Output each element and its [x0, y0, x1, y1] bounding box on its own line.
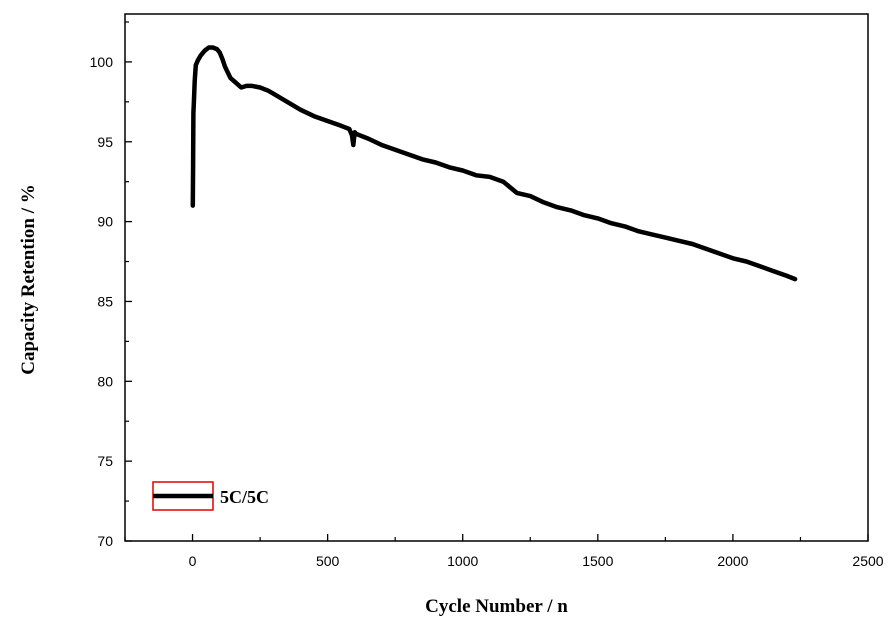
y-tick-label: 85 [97, 293, 113, 309]
y-tick-label: 70 [97, 533, 113, 549]
series-line [190, 45, 798, 282]
x-tick-label: 1000 [447, 553, 478, 569]
y-axis-title: Capacity Retention / % [18, 184, 39, 375]
x-tick-label: 500 [316, 553, 340, 569]
legend: 5C/5C [152, 481, 269, 511]
legend-label: 5C/5C [220, 487, 269, 507]
x-tick-label: 2000 [717, 553, 748, 569]
x-axis-title: Cycle Number / n [425, 596, 568, 617]
y-tick-label: 100 [90, 54, 114, 70]
x-tick-label: 1500 [582, 553, 613, 569]
y-tick-label: 75 [97, 453, 113, 469]
x-tick-label: 0 [189, 553, 197, 569]
x-tick-label: 2500 [852, 553, 883, 569]
y-tick-label: 90 [97, 214, 113, 230]
y-tick-label: 95 [97, 134, 113, 150]
y-axis-ticks: 70 75 80 85 90 95 100 [90, 21, 132, 549]
plot-frame [124, 13, 869, 542]
x-axis-ticks: 0 500 1000 1500 2000 2500 [124, 534, 884, 569]
y-tick-label: 80 [97, 373, 113, 389]
